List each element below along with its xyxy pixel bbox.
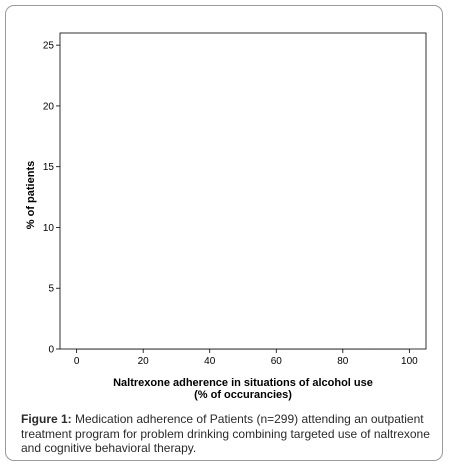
caption-label: Figure 1: [21, 412, 72, 426]
x-tick-label-4: 80 [337, 356, 349, 367]
y-tick-label-5: 25 [43, 41, 55, 52]
x-tick-label-5: 100 [401, 356, 418, 367]
y-axis-label: % of patients [25, 161, 37, 229]
caption-text: Medication adherence of Patients (n=299)… [21, 412, 430, 455]
x-axis-label-line2: (% of occurancies) [194, 389, 292, 401]
y-tick-label-2: 10 [43, 223, 55, 234]
x-axis-label: Naltrexone adherence in situations of al… [113, 377, 373, 389]
figure-caption: Figure 1: Medication adherence of Patien… [21, 412, 437, 456]
axes-group: 0 5 10 15 20 25 0 20 40 60 80 100 [43, 32, 427, 367]
x-tick-label-2: 40 [204, 356, 216, 367]
x-tick-label-3: 60 [271, 356, 283, 367]
y-tick-label-4: 20 [43, 101, 55, 112]
y-tick-label-1: 5 [48, 284, 54, 295]
x-tick-label-0: 0 [74, 356, 80, 367]
y-tick-label-0: 0 [48, 345, 54, 356]
x-tick-label-1: 20 [138, 356, 150, 367]
y-tick-label-3: 15 [43, 162, 55, 173]
plot-area [59, 32, 427, 350]
